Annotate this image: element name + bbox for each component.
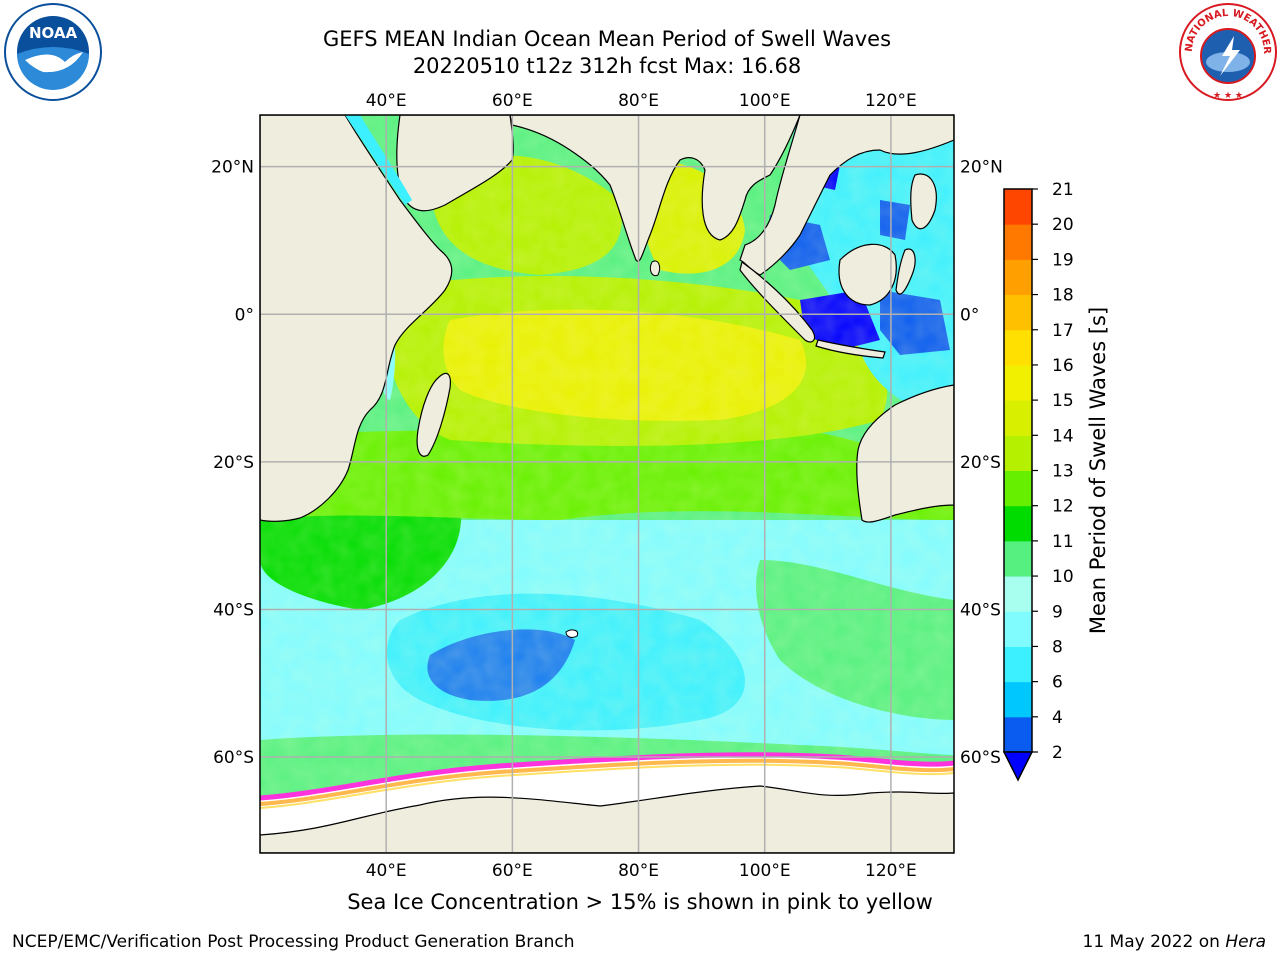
colorbar-tick-label: 9 xyxy=(1052,602,1063,622)
colorbar-label: Mean Period of Swell Waves [s] xyxy=(1086,307,1110,634)
colorbar-segment xyxy=(1004,224,1032,260)
colorbar-tick-label: 6 xyxy=(1052,673,1063,693)
colorbar-segment xyxy=(1004,505,1032,542)
colorbar-tick-label: 2 xyxy=(1052,743,1063,763)
colorbar-segment xyxy=(1004,611,1032,647)
south-asia-land xyxy=(509,115,801,262)
lon-label-bottom: 80°E xyxy=(618,861,659,881)
colorbar-tick-label: 10 xyxy=(1052,567,1074,587)
southeast-asia-land xyxy=(739,115,954,276)
colorbar-segment xyxy=(1004,189,1032,225)
sea-ice-note: Sea Ice Concentration > 15% is shown in … xyxy=(347,890,933,914)
lat-label-right: 0° xyxy=(960,305,979,325)
colorbar-tick-label: 16 xyxy=(1052,356,1074,376)
colorbar-tick-label: 18 xyxy=(1052,286,1074,306)
lon-label-top: 60°E xyxy=(492,91,533,111)
lat-label-right: 40°S xyxy=(960,600,1001,620)
colorbar-segment xyxy=(1004,435,1032,471)
africa-land xyxy=(260,115,453,522)
svg-text:NOAA: NOAA xyxy=(29,24,78,42)
colorbar-segment xyxy=(1004,400,1032,436)
nws-logo: NATIONAL WEATHER SERVICE ★ ★ ★ xyxy=(1176,0,1277,101)
borneo-land xyxy=(838,243,897,306)
lat-label-left: 60°S xyxy=(213,748,254,768)
colorbar-segment xyxy=(1004,540,1032,577)
colorbar-segment xyxy=(1004,716,1032,753)
lon-label-bottom: 60°E xyxy=(492,861,533,881)
colorbar: 2 4 6 8 9 10 11 12 13 14 15 16 17 18 19 20 21 Mean Period… xyxy=(1002,180,1110,782)
colorbar-tick-label: 8 xyxy=(1052,637,1063,657)
colorbar-segment xyxy=(1004,576,1032,612)
date-text: 11 May 2022 on xyxy=(1082,932,1220,952)
colorbar-segment xyxy=(1004,364,1032,401)
host-name: Hera xyxy=(1225,932,1266,952)
sumatra-land xyxy=(739,260,816,343)
noaa-logo: NOAA xyxy=(4,3,102,101)
lon-label-bottom: 120°E xyxy=(865,861,917,881)
colorbar-segment xyxy=(1004,259,1032,296)
lon-label-top: 120°E xyxy=(865,91,917,111)
lon-label-top: 100°E xyxy=(739,91,791,111)
lat-label-left: 0° xyxy=(235,305,254,325)
colorbar-tick-label: 15 xyxy=(1052,391,1074,411)
field-layer xyxy=(260,115,954,853)
lon-label-top: 80°E xyxy=(618,91,659,111)
lat-label-right: 60°S xyxy=(960,748,1001,768)
lat-label-right: 20°N xyxy=(960,158,1003,178)
lon-label-bottom: 100°E xyxy=(739,861,791,881)
axis-tick-labels: 40°E 40°E 60°E 60°E 80°E 80°E 100°E 100°E 120°E 1… xyxy=(211,91,1003,881)
colorbar-tick-label: 20 xyxy=(1052,215,1074,235)
colorbar-tick-label: 14 xyxy=(1052,426,1074,446)
graticule xyxy=(260,115,954,853)
colorbar-tick-label: 13 xyxy=(1052,462,1074,482)
title-line-1: GEFS MEAN Indian Ocean Mean Period of Sw… xyxy=(322,27,892,51)
lat-label-left: 20°S xyxy=(213,453,254,473)
antarctica-land xyxy=(260,785,954,853)
map-frame xyxy=(259,114,955,854)
lon-label-top: 40°E xyxy=(366,91,407,111)
colorbar-tick-label: 12 xyxy=(1052,497,1074,517)
issue-date: 11 May 2022 on Hera xyxy=(1083,932,1267,952)
colorbar-tick-label: 21 xyxy=(1052,180,1074,200)
colorbar-under-arrow xyxy=(1002,751,1034,782)
philippines-land xyxy=(910,173,937,230)
arabia-land xyxy=(396,115,514,212)
colorbar-segment xyxy=(1004,646,1032,683)
madagascar-land xyxy=(416,372,451,457)
colorbar-segment xyxy=(1004,681,1032,718)
colorbar-segment xyxy=(1004,294,1032,331)
title-line-2: 20220510 t12z 312h fcst Max: 16.68 xyxy=(412,54,802,78)
colorbar-segment xyxy=(1004,329,1032,366)
australia-land xyxy=(856,384,954,523)
lat-label-left: 20°N xyxy=(211,158,254,178)
svg-text:★ ★ ★: ★ ★ ★ xyxy=(1213,91,1243,101)
map-title: GEFS MEAN Indian Ocean Mean Period of Sw… xyxy=(323,26,891,80)
lat-label-left: 40°S xyxy=(213,600,254,620)
lon-label-bottom: 40°E xyxy=(366,861,407,881)
lat-label-right: 20°S xyxy=(960,453,1001,473)
colorbar-tick-label: 17 xyxy=(1052,321,1074,341)
credit-line: NCEP/EMC/Verification Post Processing Pr… xyxy=(12,932,575,952)
colorbar-segment xyxy=(1004,470,1032,507)
colorbar-tick-label: 11 xyxy=(1052,532,1074,552)
colorbar-tick-label: 4 xyxy=(1052,708,1063,728)
colorbar-tick-label: 19 xyxy=(1052,250,1074,270)
